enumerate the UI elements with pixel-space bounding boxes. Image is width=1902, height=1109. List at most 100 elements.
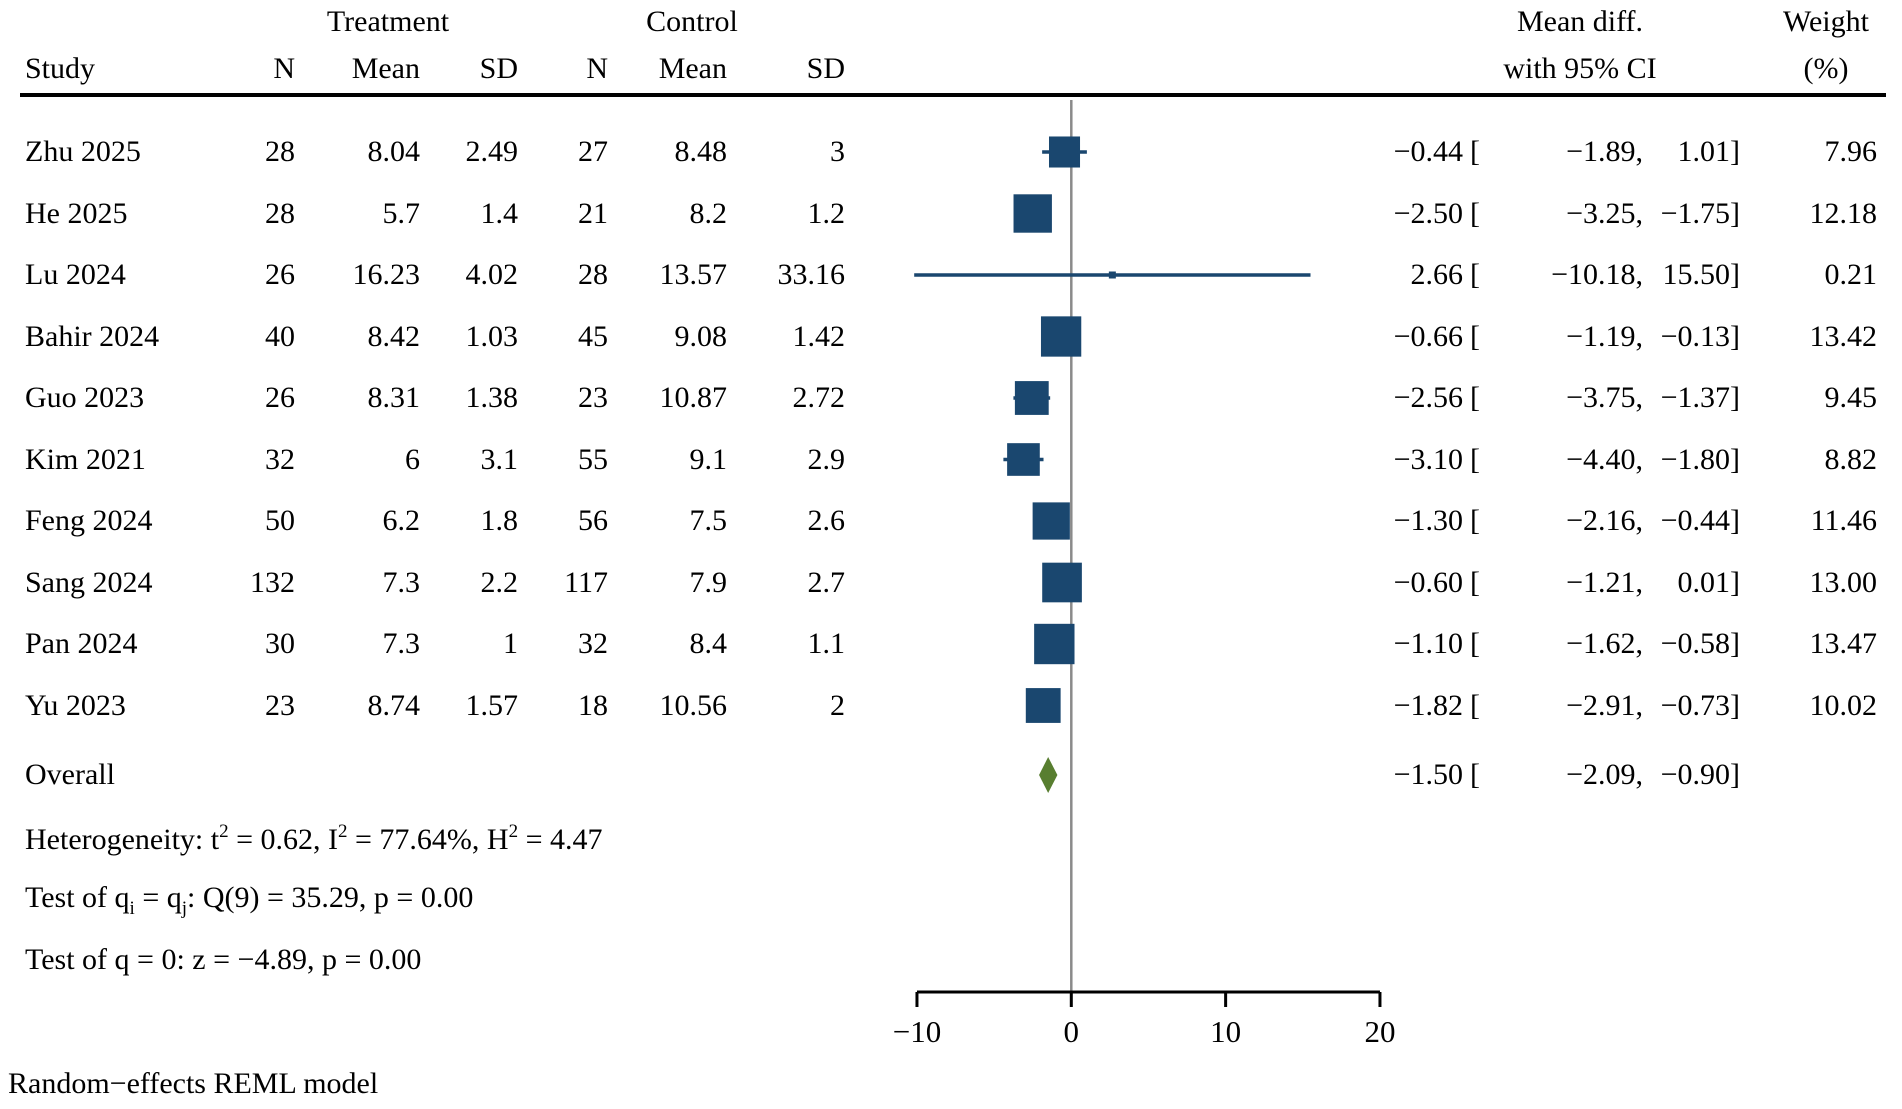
treatment-n: 28 [265,196,295,230]
treatment-group-header: Treatment [326,5,450,38]
ci-open-bracket: [ [1470,758,1480,791]
treatment-mean-header: Mean [351,52,420,85]
ci-open-bracket: [ [1470,627,1480,660]
treatment-mean: 7.3 [382,565,421,599]
ci-open-bracket: [ [1470,319,1480,353]
ci-lower: −4.40, [1566,442,1643,476]
control-mean: 8.48 [674,135,728,168]
control-sd: 1.1 [807,627,846,660]
weight-value: 13.47 [1809,627,1878,660]
effect-square [1034,623,1075,665]
model-note: Random−effects REML model [8,1067,379,1100]
control-sd: 2.72 [792,381,846,414]
effect-estimate: −1.30 [1393,504,1463,537]
treatment-sd: 1.8 [480,504,519,537]
treatment-mean: 6 [405,442,420,476]
control-sd-header: SD [806,52,845,85]
treatment-n: 32 [265,442,295,476]
ci-upper: 1.01] [1677,135,1741,168]
treatment-sd: 1.57 [465,688,519,722]
treatment-sd: 1.38 [465,381,519,414]
ci-lower: −1.21, [1566,565,1643,599]
treatment-sd-header: SD [479,52,518,85]
effect-square [1048,136,1081,168]
control-n: 28 [578,258,608,291]
treatment-n: 50 [265,504,295,537]
treatment-n: 40 [265,319,295,353]
treatment-n-header: N [273,52,295,85]
control-sd: 1.42 [792,319,846,353]
control-n: 18 [578,688,608,722]
effect-estimate: −0.66 [1393,319,1463,353]
treatment-n: 26 [265,381,295,414]
effect-estimate: −1.82 [1393,688,1463,722]
ci-lower: −1.62, [1566,627,1643,660]
q-test-stats: Test of qi = qj: Q(9) = 35.29, p = 0.00 [25,881,474,919]
ci-upper: −0.73] [1660,688,1740,722]
ci-upper: −1.75] [1660,196,1740,230]
ci-lower: −1.89, [1566,135,1643,168]
treatment-sd: 2.49 [465,135,519,168]
effect-estimate: −1.10 [1393,627,1463,660]
treatment-sd: 1.03 [465,319,519,353]
control-sd: 2.6 [807,504,846,537]
control-n: 55 [578,442,608,476]
weight-header-line2: (%) [1803,52,1849,85]
ci-open-bracket: [ [1470,565,1480,599]
study-name: Guo 2023 [25,381,145,414]
ci-open-bracket: [ [1470,504,1480,537]
control-n: 117 [564,565,608,599]
ci-lower: −10.18, [1551,258,1643,291]
control-mean: 8.2 [689,196,728,230]
control-mean: 10.56 [659,688,728,722]
control-sd: 2.9 [807,442,846,476]
ci-open-bracket: [ [1470,258,1480,291]
treatment-n: 132 [250,565,295,599]
treatment-sd: 1.4 [480,196,519,230]
effect-estimate: −0.60 [1393,565,1463,599]
ci-upper: 15.50] [1662,258,1741,291]
effect-square [1013,194,1052,233]
study-name: Sang 2024 [25,565,153,599]
treatment-mean: 16.23 [352,258,421,291]
effect-square [1032,502,1070,540]
effect-estimate: 2.66 [1410,258,1464,291]
effect-square [1108,271,1116,279]
effect-header-line1: Mean diff. [1516,5,1644,38]
overall-ci-upper: −0.90] [1660,758,1740,791]
treatment-sd: 4.02 [465,258,519,291]
control-mean-header: Mean [658,52,727,85]
control-sd: 33.16 [777,258,846,291]
treatment-sd: 2.2 [480,565,519,599]
weight-value: 12.18 [1809,196,1878,230]
effect-square [1014,381,1049,415]
overall-label: Overall [25,758,115,791]
control-mean: 9.1 [689,442,728,476]
weight-value: 10.02 [1809,688,1878,722]
ci-upper: −1.37] [1660,381,1740,414]
control-n: 32 [578,627,608,660]
ci-upper: −0.58] [1660,627,1740,660]
study-name: Bahir 2024 [25,319,160,353]
ci-open-bracket: [ [1470,442,1480,476]
weight-value: 13.42 [1809,319,1878,353]
ci-open-bracket: [ [1470,196,1480,230]
control-n: 27 [578,135,608,168]
ci-upper: −0.13] [1660,319,1740,353]
control-mean: 9.08 [674,319,728,353]
effect-square [1042,562,1082,603]
treatment-n: 30 [265,627,295,660]
control-group-header: Control [646,5,738,38]
effect-square [1040,316,1082,357]
weight-value: 9.45 [1824,381,1878,414]
weight-header-line1: Weight [1783,5,1869,38]
x-axis-tick-label: 0 [1064,1014,1080,1049]
control-sd: 1.2 [807,196,846,230]
study-name: Feng 2024 [25,504,153,537]
study-name: Pan 2024 [25,627,138,660]
treatment-sd: 3.1 [480,442,519,476]
ci-lower: −1.19, [1566,319,1643,353]
ci-lower: −2.16, [1566,504,1643,537]
study-column-header: Study [25,52,96,85]
